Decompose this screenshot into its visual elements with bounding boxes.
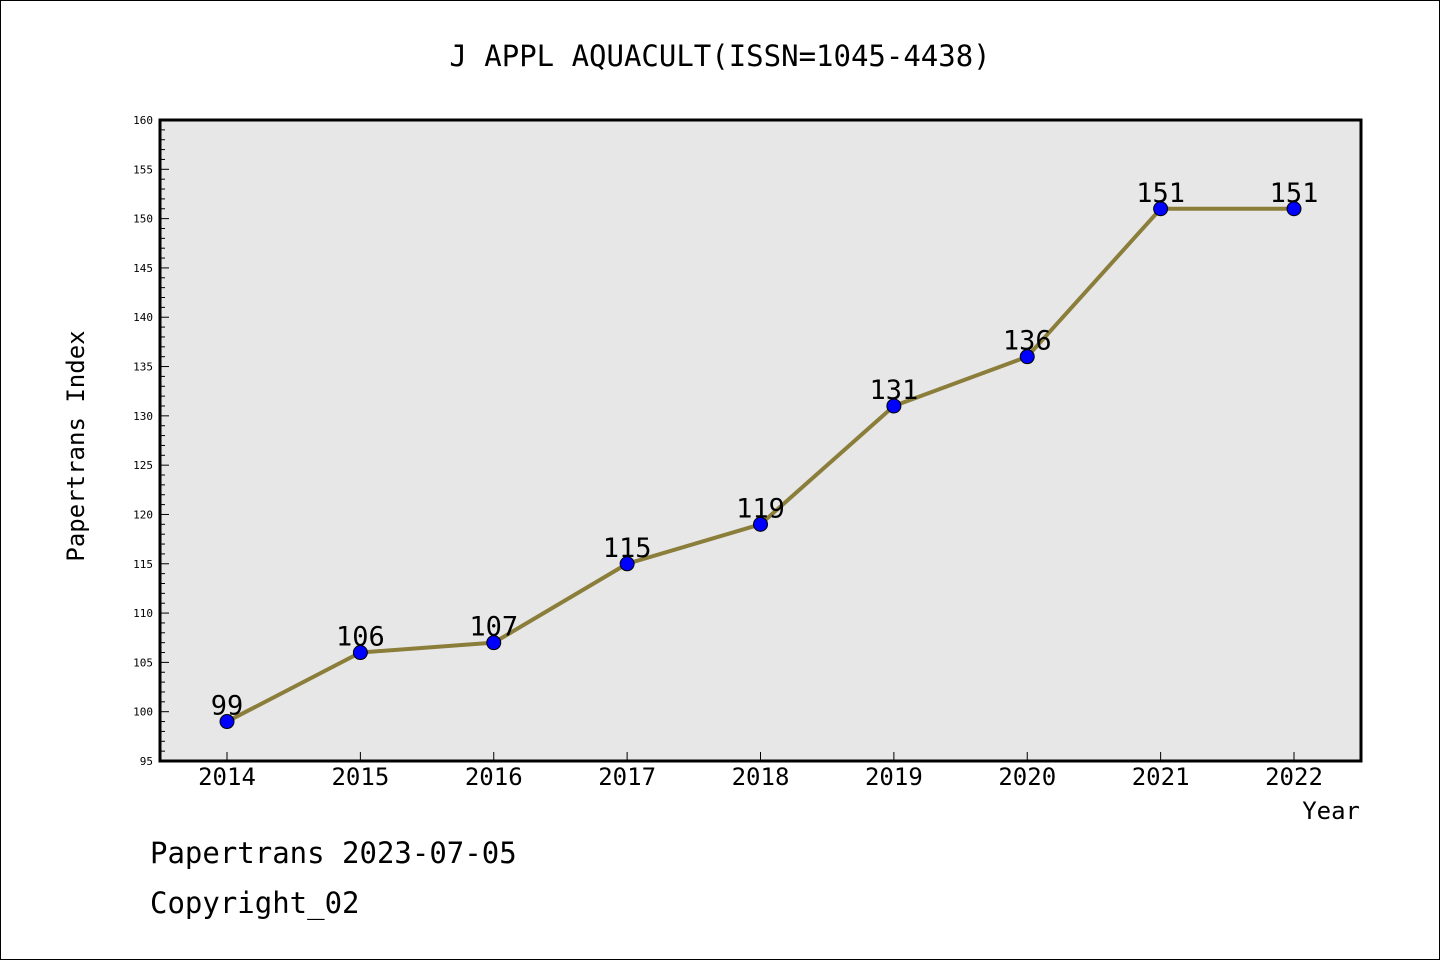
data-point-marker: [619, 556, 635, 572]
y-tick-label: 115: [133, 558, 153, 571]
data-point-marker: [352, 645, 368, 661]
data-label: 151: [1136, 178, 1185, 209]
chart-title: J APPL AQUACULT(ISSN=1045-4438): [449, 39, 990, 73]
data-label: 106: [336, 622, 385, 653]
y-tick-label: 110: [133, 607, 153, 620]
data-point-marker: [219, 714, 235, 730]
x-tick-label: 2016: [465, 763, 523, 791]
y-tick-label: 155: [133, 163, 153, 176]
x-tick-label: 2018: [732, 763, 790, 791]
y-tick-label: 140: [133, 311, 153, 324]
y-axis: 95 100 105 110 115 120 125 130 135 140 145 150 155 16…: [133, 114, 169, 768]
y-tick-label: 100: [133, 706, 153, 719]
data-point-marker: [753, 516, 768, 532]
data-point-marker: [886, 398, 902, 414]
data-point-marker: [1286, 201, 1302, 217]
data-label: 115: [603, 533, 652, 564]
y-tick-label: 95: [140, 755, 153, 768]
y-tick-label: 135: [133, 361, 153, 374]
x-tick-label: 2022: [1265, 763, 1323, 791]
y-tick-label: 125: [133, 459, 153, 472]
data-label: 119: [736, 493, 785, 524]
x-tick-label: 2020: [998, 763, 1056, 791]
y-tick-label: 160: [133, 114, 153, 127]
y-tick-label: 105: [133, 656, 153, 669]
y-tick-label: 150: [133, 213, 153, 226]
data-label: 99: [211, 691, 244, 722]
x-axis: 2014 2015 2016 2017 2018 2019 2020 2021 2022: [198, 752, 1323, 791]
footer-date-text: Papertrans 2023-07-05: [150, 836, 517, 870]
data-point-marker: [486, 635, 502, 651]
x-tick-label: 2021: [1132, 763, 1190, 791]
data-label: 136: [1003, 326, 1052, 357]
x-tick-label: 2017: [598, 763, 656, 791]
data-label: 151: [1270, 178, 1319, 209]
series-line-group: 99 106 107 115 119 131 136 151 151: [211, 178, 1319, 730]
y-tick-label: 145: [133, 262, 153, 275]
y-tick-label: 120: [133, 508, 153, 521]
data-label: 107: [469, 612, 518, 643]
x-tick-label: 2014: [198, 763, 256, 791]
x-axis-label: Year: [1302, 797, 1360, 825]
footer-copyright-text: Copyright_02: [150, 886, 360, 920]
x-tick-label: 2015: [331, 763, 389, 791]
x-tick-label: 2019: [865, 763, 923, 791]
y-axis-label: Papertrans Index: [62, 330, 90, 561]
data-point-marker: [1019, 349, 1035, 365]
data-label: 131: [869, 375, 918, 406]
data-point-marker: [1153, 201, 1169, 217]
y-tick-label: 130: [133, 410, 153, 423]
